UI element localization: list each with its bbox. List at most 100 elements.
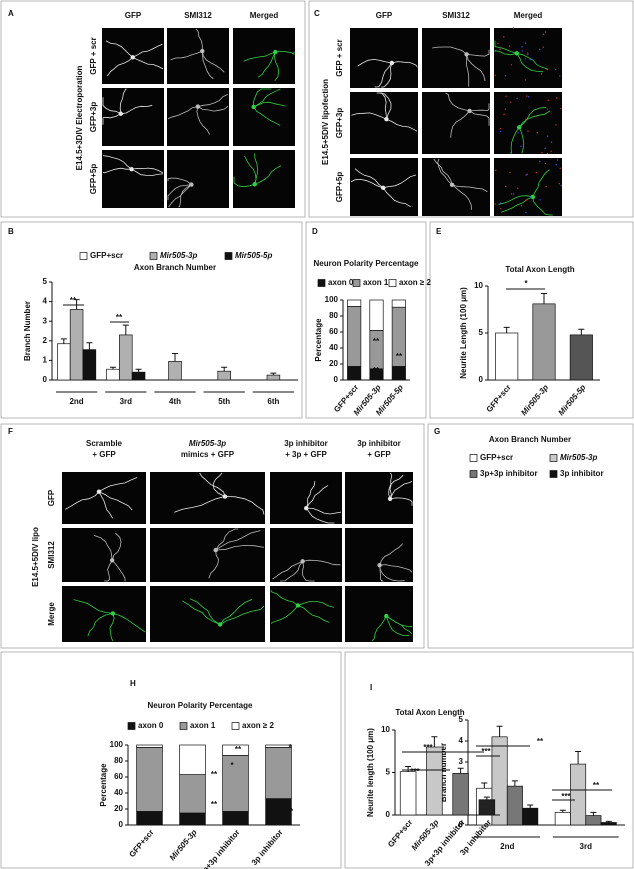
micrograph xyxy=(167,150,229,208)
bar-segment xyxy=(347,306,362,367)
neurite xyxy=(167,106,198,120)
neurite xyxy=(466,54,486,82)
neurite xyxy=(197,94,228,107)
neurite xyxy=(383,174,417,189)
neurite xyxy=(170,50,203,61)
micrograph xyxy=(150,472,265,524)
bar-segment xyxy=(222,744,249,756)
bar xyxy=(585,815,602,826)
panel-frame xyxy=(0,221,303,419)
bar xyxy=(106,368,120,381)
speckle xyxy=(547,99,550,102)
bar xyxy=(217,370,231,381)
neurite xyxy=(167,184,192,201)
bar-segment xyxy=(369,299,384,331)
soma xyxy=(110,611,116,616)
soma xyxy=(96,489,102,494)
error-bar xyxy=(511,780,518,787)
soma xyxy=(217,622,223,627)
soma xyxy=(384,116,389,122)
micrograph xyxy=(167,28,229,84)
legend-label: axon 0 xyxy=(328,278,354,287)
neurite xyxy=(386,615,413,628)
legend-label: axon ≥ 2 xyxy=(399,278,432,287)
neurite xyxy=(199,472,226,497)
soma xyxy=(252,182,257,187)
neurite xyxy=(532,169,550,198)
neurite xyxy=(445,92,470,112)
soma xyxy=(195,104,201,109)
legend-swatch xyxy=(352,279,361,287)
y-tick-label: 5 xyxy=(459,715,464,724)
bar-segment xyxy=(222,811,249,826)
panel-label: E xyxy=(436,227,442,236)
soma xyxy=(389,60,395,66)
annotation: * xyxy=(230,761,234,770)
speckle xyxy=(525,199,528,201)
neurite xyxy=(195,28,203,52)
x-tick-label: 3rd xyxy=(120,397,133,406)
y-axis-label: Neurite Length (100 μm) xyxy=(459,287,468,379)
column-header: Merged xyxy=(514,11,543,20)
soma xyxy=(130,55,135,60)
bar xyxy=(506,785,523,826)
bar-segment xyxy=(265,747,292,799)
neurite xyxy=(131,168,164,177)
speckle xyxy=(508,45,511,47)
neurite xyxy=(306,507,342,515)
neurite xyxy=(112,613,146,633)
column-header: GFP xyxy=(376,11,393,20)
y-tick-label: 40 xyxy=(329,343,338,352)
neurite xyxy=(389,480,413,499)
panel-frame xyxy=(308,0,634,218)
speckle xyxy=(505,185,507,188)
micrograph xyxy=(494,28,562,88)
micrograph xyxy=(345,528,413,582)
neurite xyxy=(351,112,387,120)
annotation: ** xyxy=(116,313,123,322)
row-label: GFP+3p xyxy=(89,102,98,133)
panel-label: I xyxy=(370,683,372,692)
row-label: SMI312 xyxy=(47,541,56,569)
neurite xyxy=(437,158,453,186)
micrograph xyxy=(270,528,342,582)
neurite xyxy=(208,550,220,579)
neurite xyxy=(518,127,525,154)
neurite xyxy=(253,88,281,108)
neurite xyxy=(391,61,418,68)
legend-swatch xyxy=(224,252,233,260)
speckle xyxy=(546,108,549,111)
legend-label: GFP+scr xyxy=(90,251,123,260)
legend-label: axon 1 xyxy=(190,721,216,730)
error-bar xyxy=(122,324,129,335)
neurite xyxy=(120,104,153,115)
bar-segment xyxy=(391,299,406,308)
bar-segment xyxy=(179,812,206,826)
legend-label: Mir505-3p xyxy=(160,251,197,260)
chart-title: Total Axon Length xyxy=(505,265,574,274)
y-axis-label: Percentage xyxy=(314,318,323,362)
y-tick-label: 5 xyxy=(43,277,48,286)
error-bar xyxy=(172,353,178,362)
column-header: GFP xyxy=(125,11,142,20)
annotation: *** xyxy=(423,743,433,752)
neurite xyxy=(102,167,132,174)
soma xyxy=(449,182,455,187)
panel-frame xyxy=(0,0,306,218)
neurite xyxy=(305,481,316,509)
annotation: * xyxy=(288,743,292,752)
neurite xyxy=(254,165,282,185)
micrograph xyxy=(150,528,265,582)
y-tick-label: 4 xyxy=(459,736,464,745)
bar-segment xyxy=(179,744,206,775)
soma xyxy=(384,613,389,619)
annotation: ** xyxy=(211,770,218,779)
speckle xyxy=(517,132,519,134)
panel-label: H xyxy=(130,679,136,688)
neurite xyxy=(111,559,126,582)
soma xyxy=(200,48,205,54)
legend-label: axon ≥ 2 xyxy=(242,721,275,730)
speckle xyxy=(542,46,544,48)
soma xyxy=(222,494,228,499)
y-tick-label: 0 xyxy=(334,375,339,384)
